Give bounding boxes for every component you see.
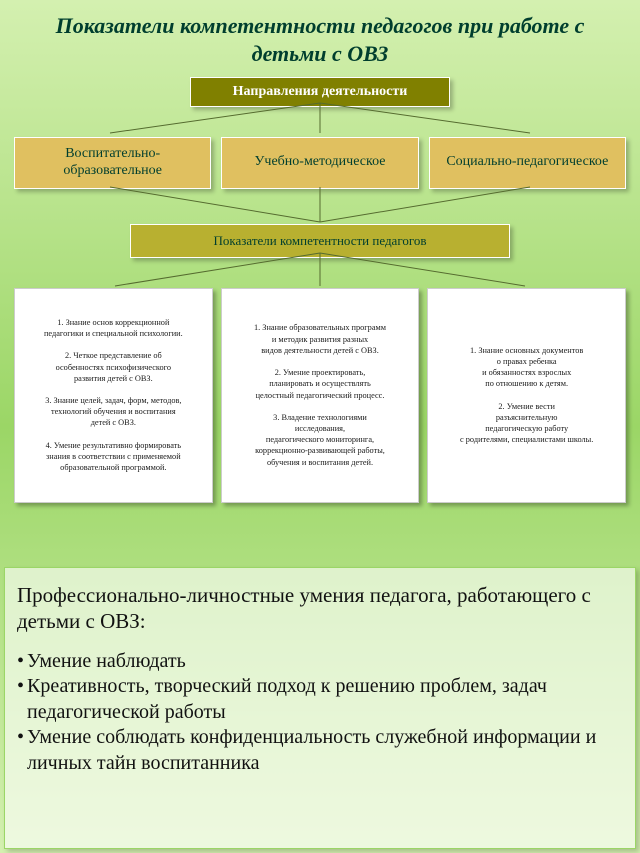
indicator-box: Показатели компетентности педагогов [130,224,510,258]
slide: Показатели компетентности педагогов при … [0,0,640,853]
details-row: 1. Знание основ коррекционной педагогики… [10,288,630,503]
detail-text: 1. Знание образовательных программ и мет… [227,322,414,467]
direction-box: Социально-педагогическое [429,137,626,189]
list-item: Умение наблюдать [17,649,623,675]
diagram-area: Показатели компетентности педагогов при … [0,0,640,565]
direction-box: Учебно-методическое [221,137,418,189]
header-box: Направления деятельности [190,77,450,107]
lower-title: Профессионально-личностные умения педаго… [17,582,623,635]
detail-text: 1. Знание основ коррекционной педагогики… [20,317,207,474]
detail-text: 1. Знание основных документов о правах р… [433,345,620,446]
detail-box: 1. Знание основных документов о правах р… [427,288,626,503]
skills-list: Умение наблюдать Креативность, творчески… [17,649,623,777]
detail-box: 1. Знание образовательных программ и мет… [221,288,420,503]
list-item: Умение соблюдать конфиденциальность служ… [17,725,623,776]
text-panel: Профессионально-личностные умения педаго… [4,567,636,849]
directions-row: Воспитательно- образовательное Учебно-ме… [10,137,630,189]
direction-box: Воспитательно- образовательное [14,137,211,189]
detail-box: 1. Знание основ коррекционной педагогики… [14,288,213,503]
page-title: Показатели компетентности педагогов при … [10,8,630,77]
list-item: Креативность, творческий подход к решени… [17,674,623,725]
